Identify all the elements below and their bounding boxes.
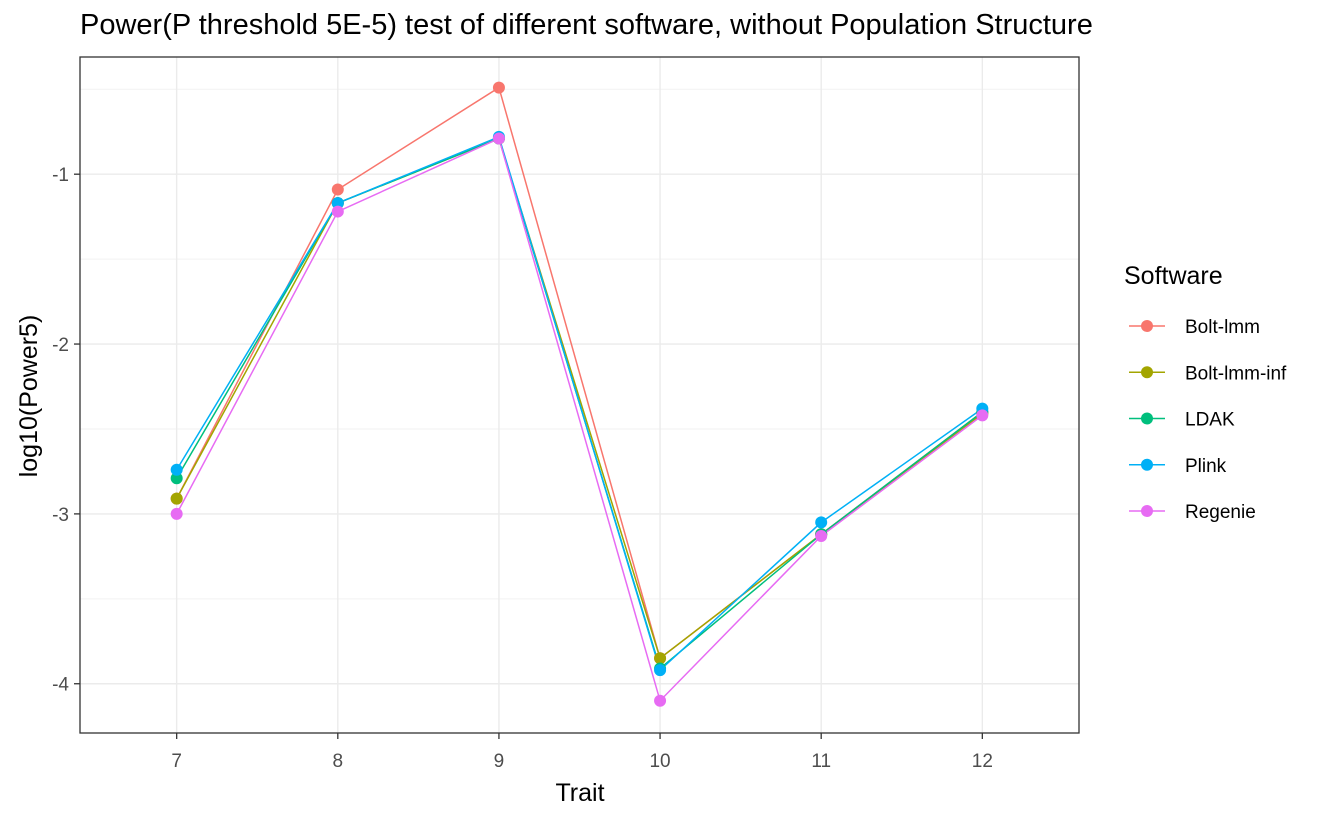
x-tick-label: 9 [494, 751, 505, 772]
legend-key-point [1141, 320, 1153, 332]
data-point [331, 205, 344, 218]
legend-key-point [1141, 458, 1153, 471]
x-tick-label: 12 [972, 751, 993, 772]
x-tick-label: 10 [649, 751, 670, 772]
data-point [170, 472, 183, 485]
series-line [176, 137, 983, 660]
legend-key-point [1141, 505, 1153, 517]
y-tick-label: -3 [52, 505, 69, 526]
y-tick-label: -1 [52, 165, 69, 186]
legend-key-point [1141, 366, 1153, 379]
plot-panel [79, 56, 1080, 734]
legend-label: Plink [1185, 456, 1227, 477]
data-point [654, 694, 667, 707]
data-point [170, 492, 183, 505]
data-point [976, 409, 989, 422]
y-axis-title: log10(Power5) [15, 315, 43, 478]
x-axis-title: Trait [555, 779, 604, 807]
x-tick-label: 11 [811, 751, 831, 772]
data-point [170, 507, 183, 520]
data-point [654, 652, 667, 665]
legend: Software Bolt-lmm Bolt-lmm-inf LDAK Plink Re… [1124, 262, 1287, 523]
legend-title: Software [1124, 262, 1223, 290]
series-line [176, 86, 983, 660]
y-tick-label: -4 [52, 675, 69, 696]
data-point [654, 664, 667, 677]
data-point [331, 197, 344, 210]
data-point [331, 183, 344, 196]
chart-title: Power(P threshold 5E-5) test of differen… [80, 9, 1093, 41]
legend-label: Bolt-lmm-inf [1185, 363, 1287, 384]
y-tick-label: -2 [52, 335, 69, 356]
x-tick-label: 8 [333, 751, 344, 772]
data-point [492, 132, 505, 145]
data-point [815, 516, 828, 529]
legend-key-point [1141, 412, 1153, 425]
legend-label: Bolt-lmm [1185, 317, 1260, 338]
legend-label: Regenie [1185, 502, 1256, 523]
x-tick-label: 7 [171, 751, 182, 772]
series-line [176, 135, 983, 672]
y-axis: -4 -3 -2 -1 [52, 165, 80, 696]
x-axis: 7 8 9 10 11 12 [171, 733, 993, 772]
series-line [176, 137, 983, 703]
data-point [492, 81, 505, 94]
data-point [170, 463, 183, 476]
legend-label: LDAK [1185, 410, 1235, 431]
data-point [815, 529, 828, 542]
series-layer [170, 81, 989, 707]
panel-border [79, 56, 1080, 734]
